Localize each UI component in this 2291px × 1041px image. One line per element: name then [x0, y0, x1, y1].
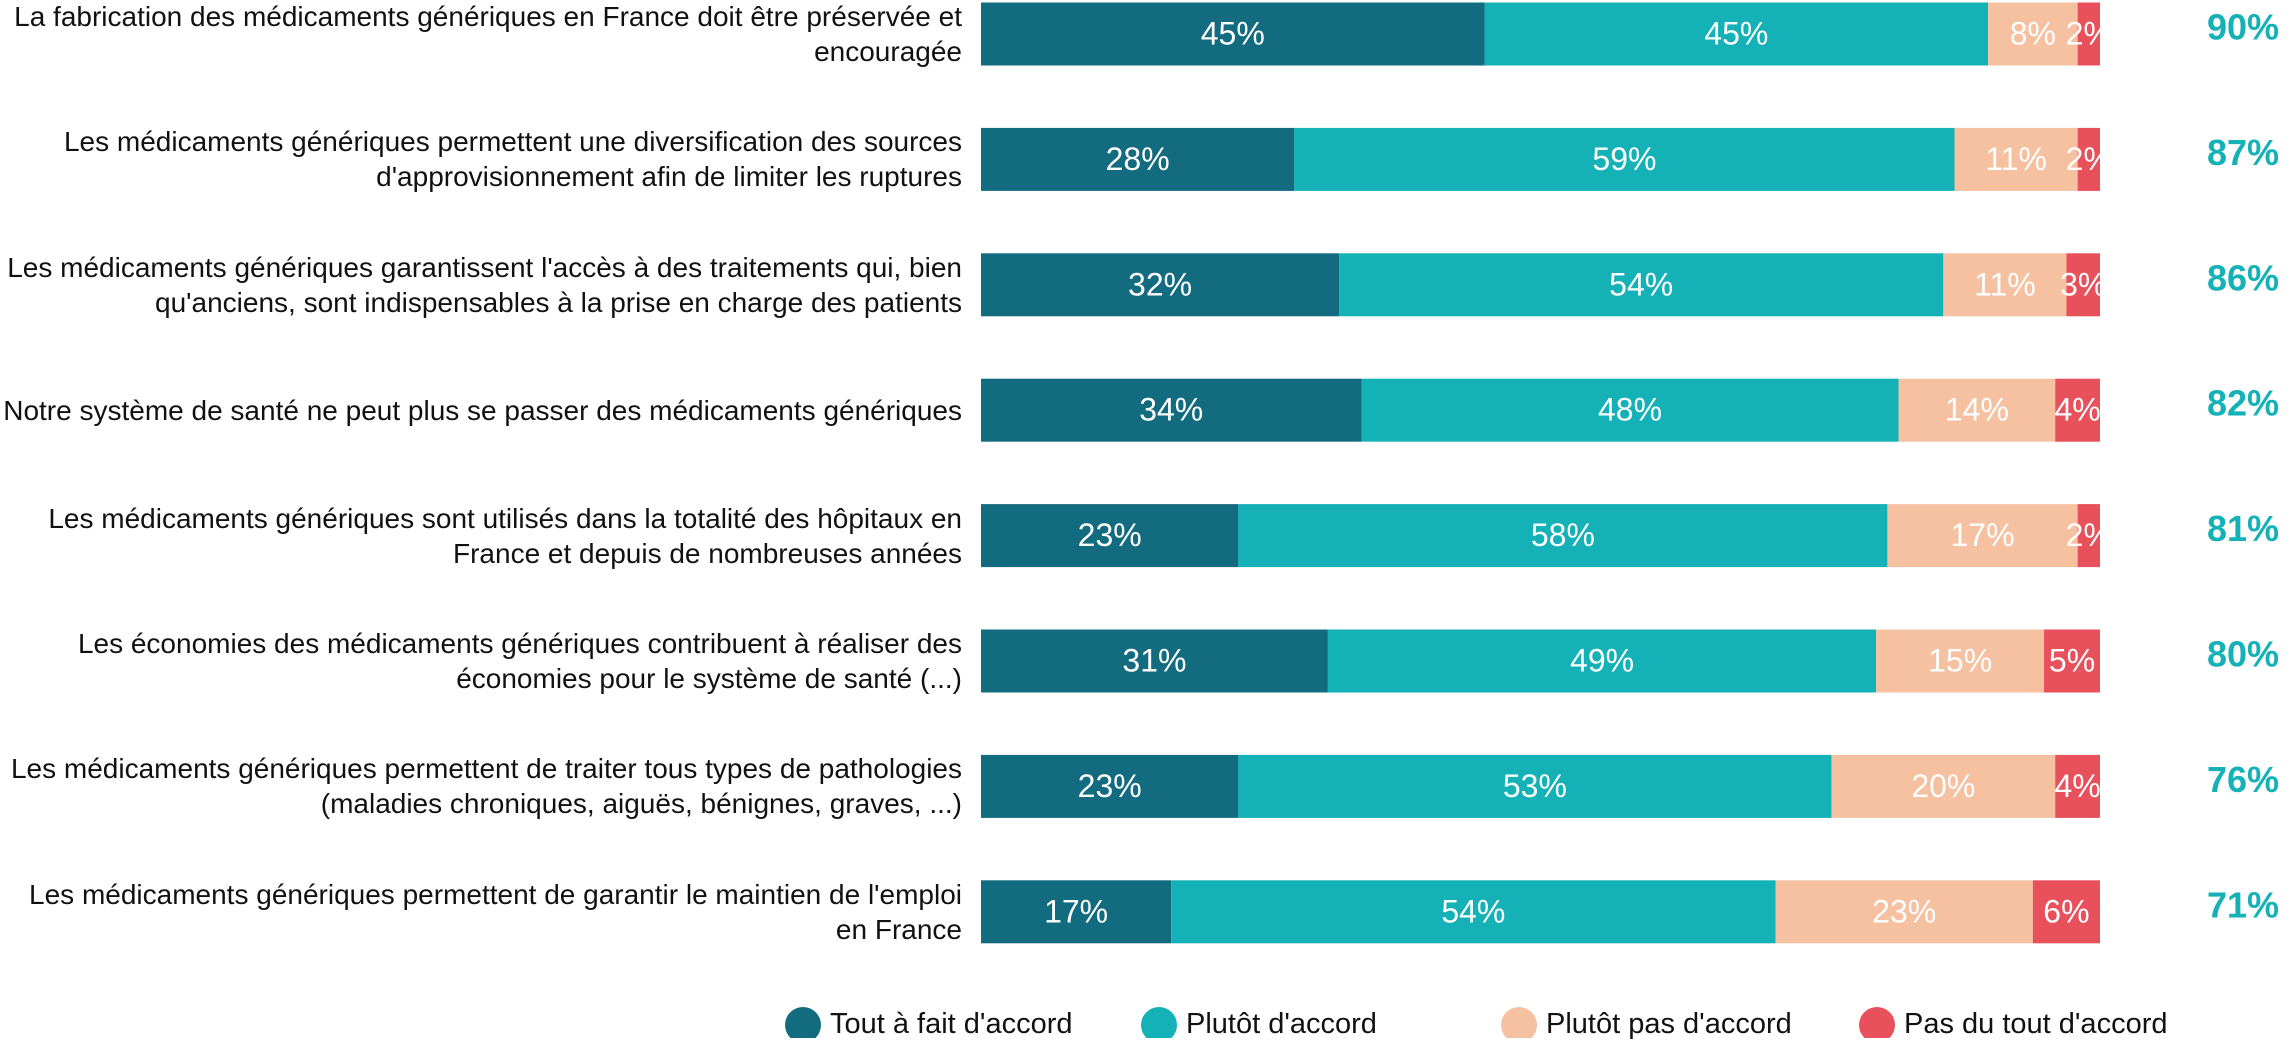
bar-segment: [2055, 754, 2100, 818]
bar-segment: [2032, 880, 2100, 944]
legend-swatch: [1141, 1007, 1177, 1038]
bar-segment: [1831, 754, 2056, 818]
bar-segment: [1484, 2, 1989, 66]
category-label: Les médicaments génériques sont utilisés…: [48, 502, 962, 569]
value-label: 59%: [1592, 141, 1656, 177]
total-label: 81%: [2207, 508, 2279, 549]
total-label: 82%: [2207, 383, 2279, 424]
total-label: 76%: [2207, 759, 2279, 800]
bar-segment: [1238, 504, 1888, 568]
value-label: 32%: [1128, 266, 1192, 302]
bar-segment: [981, 378, 1362, 442]
bar-segment: [2077, 504, 2100, 568]
legend-label: Tout à fait d'accord: [830, 1008, 1073, 1040]
value-label: 20%: [1911, 768, 1975, 804]
category-label: Les médicaments génériques permettent de…: [29, 878, 962, 945]
total-label: 87%: [2207, 132, 2279, 173]
bar-segment: [1775, 880, 2033, 944]
legend-label: Plutôt pas d'accord: [1546, 1008, 1792, 1040]
bar-segment: [1943, 253, 2067, 317]
legend-label: Pas du tout d'accord: [1904, 1008, 2168, 1040]
bar-segment: [1988, 2, 2078, 66]
bar-segment: [981, 629, 1328, 693]
legend-swatch: [1859, 1007, 1895, 1038]
value-label: 23%: [1078, 768, 1142, 804]
bar-segment: [2077, 2, 2100, 66]
value-label: 6%: [2043, 893, 2089, 929]
bar-segment: [2055, 378, 2100, 442]
bar-segment: [981, 127, 1295, 191]
value-label: 8%: [2010, 15, 2056, 51]
value-label: 17%: [1044, 893, 1108, 929]
total-label: 86%: [2207, 257, 2279, 298]
value-label: 45%: [1201, 15, 1265, 51]
bar-segment: [981, 504, 1239, 568]
category-label: La fabrication des médicaments générique…: [14, 1, 962, 67]
value-label: 3%: [2060, 266, 2106, 302]
value-label: 17%: [1950, 517, 2014, 553]
legend-swatch: [1501, 1007, 1537, 1038]
value-label: 2%: [2066, 141, 2112, 177]
value-label: 2%: [2066, 15, 2112, 51]
value-label: 23%: [1078, 517, 1142, 553]
bar-segment: [1887, 504, 2078, 568]
value-label: 4%: [2054, 392, 2100, 428]
value-label: 14%: [1945, 392, 2009, 428]
value-label: 48%: [1598, 392, 1662, 428]
bar-segment: [1876, 629, 2045, 693]
bar-segment: [1898, 378, 2056, 442]
bar-segment: [981, 754, 1239, 818]
value-label: 2%: [2066, 517, 2112, 553]
bar-segment: [981, 880, 1172, 944]
value-label: 5%: [2049, 642, 2095, 678]
bar-segment: [2077, 127, 2100, 191]
bar-segment: [2044, 629, 2100, 693]
value-label: 58%: [1531, 517, 1595, 553]
value-label: 11%: [1985, 141, 2047, 177]
bar-segment: [1361, 378, 1899, 442]
value-label: 31%: [1122, 642, 1186, 678]
value-label: 49%: [1570, 642, 1634, 678]
bar-segment: [1238, 754, 1832, 818]
bar-segment: [981, 2, 1485, 66]
category-label: Les économies des médicaments génériques…: [77, 628, 962, 694]
category-label: Notre système de santé ne peut plus se p…: [3, 394, 962, 426]
value-label: 54%: [1441, 893, 1505, 929]
value-label: 11%: [1974, 266, 2036, 302]
bar-segment: [1339, 253, 1944, 317]
category-label: Les médicaments génériques permettent de…: [10, 753, 962, 820]
value-label: 23%: [1872, 893, 1936, 929]
category-label: Les médicaments génériques garantissent …: [7, 251, 962, 318]
total-label: 90%: [2207, 7, 2279, 48]
total-label: 80%: [2207, 634, 2279, 675]
value-label: 28%: [1106, 141, 1170, 177]
value-label: 34%: [1139, 392, 1203, 428]
bar-segment: [2066, 253, 2100, 317]
value-label: 4%: [2054, 768, 2100, 804]
bar-segment: [1954, 127, 2078, 191]
value-label: 15%: [1928, 642, 1992, 678]
bar-segment: [981, 253, 1340, 317]
total-label: 71%: [2207, 884, 2279, 925]
value-label: 53%: [1503, 768, 1567, 804]
bar-segment: [1294, 127, 1955, 191]
legend-label: Plutôt d'accord: [1186, 1008, 1377, 1040]
bar-segment: [1171, 880, 1776, 944]
category-label: Les médicaments génériques permettent un…: [63, 126, 962, 193]
value-label: 54%: [1609, 266, 1673, 302]
bar-segment: [1327, 629, 1877, 693]
legend-swatch: [785, 1007, 821, 1038]
value-label: 45%: [1704, 15, 1768, 51]
